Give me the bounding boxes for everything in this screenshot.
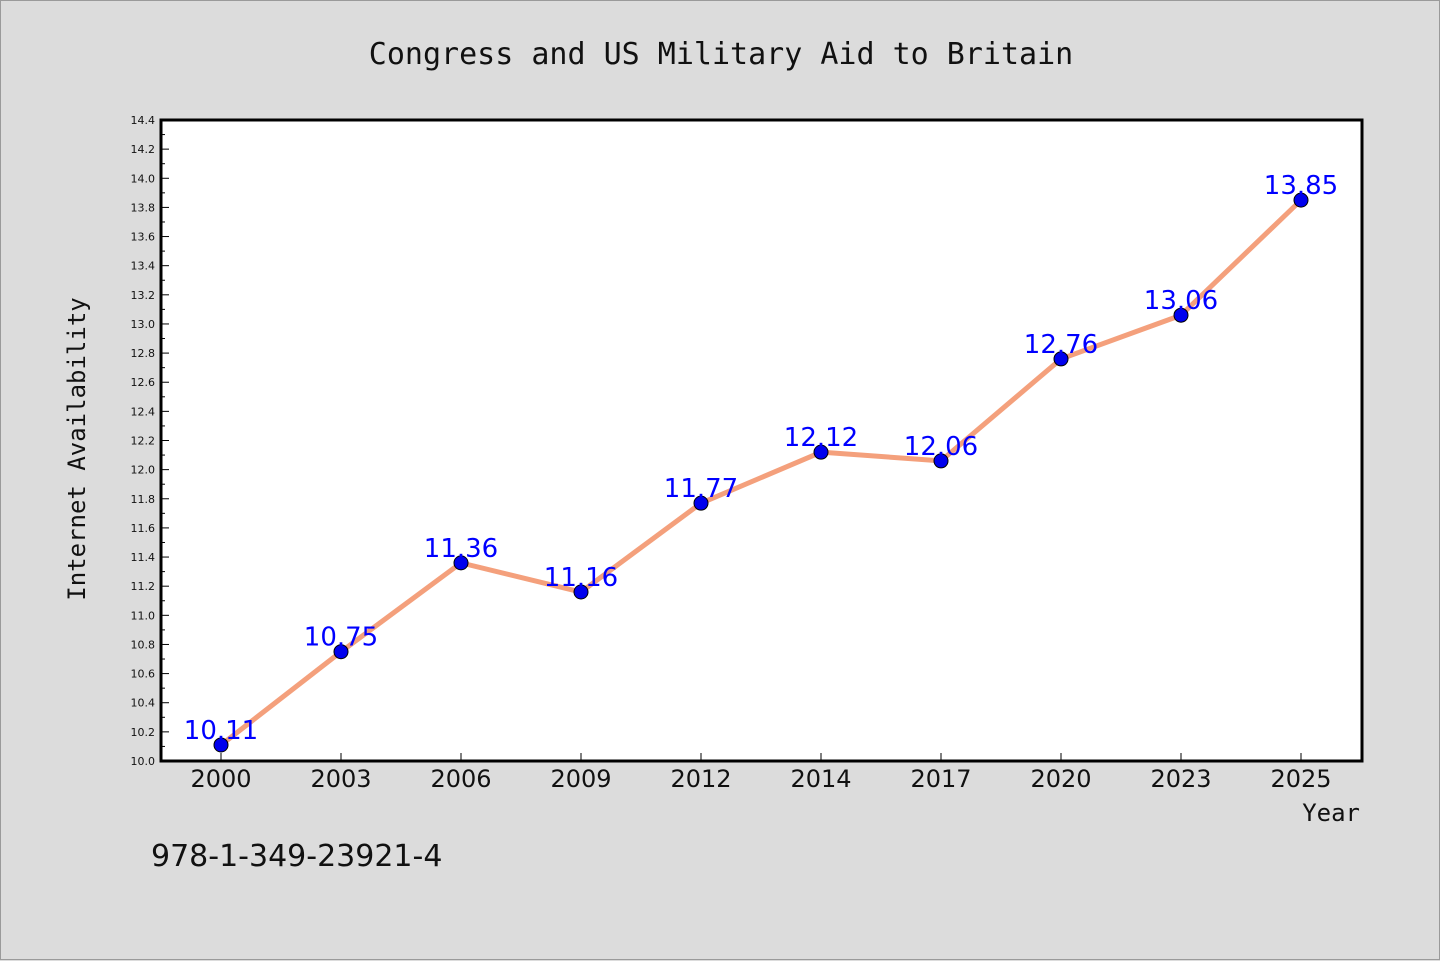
x-tick-label: 2025 — [1270, 765, 1331, 793]
y-tick-label: 10.4 — [131, 697, 156, 710]
data-point-marker — [813, 444, 829, 460]
series-line — [218, 197, 1304, 748]
x-tick-label: 2003 — [310, 765, 371, 793]
x-axis-label: Year — [1302, 799, 1360, 827]
x-tick-label: 2012 — [670, 765, 731, 793]
data-point-marker — [333, 644, 349, 660]
x-tick-label: 2009 — [550, 765, 611, 793]
y-tick-label: 13.2 — [131, 289, 156, 302]
y-tick-label: 13.4 — [131, 260, 156, 273]
data-point-marker — [453, 555, 469, 571]
data-label: 11.36 — [424, 534, 498, 564]
y-axis: 10.0 10.2 10.4 10.6 10.8 11.0 11.2 11.4 11.6 11.8… — [131, 114, 169, 768]
data-point-marker — [1053, 351, 1069, 367]
y-tick-label: 10.6 — [131, 668, 156, 681]
y-tick-label: 14.4 — [131, 114, 156, 127]
y-tick-label: 10.2 — [131, 726, 156, 739]
y-axis-label: Internet Availability — [63, 297, 91, 600]
y-tick-label: 11.4 — [131, 551, 156, 564]
y-tick-label: 14.0 — [131, 172, 156, 185]
marker-group — [213, 192, 1309, 753]
y-tick-label: 10.0 — [131, 755, 156, 768]
y-tick-label: 10.8 — [131, 638, 156, 651]
series-line-group — [218, 197, 1304, 748]
data-point-marker — [213, 737, 229, 753]
data-label: 10.11 — [184, 716, 258, 746]
data-point-marker — [933, 453, 949, 469]
y-tick-label: 14.2 — [131, 143, 156, 156]
data-label: 12.12 — [784, 423, 858, 453]
x-tick-label: 2006 — [430, 765, 491, 793]
y-tick-label: 12.4 — [131, 405, 156, 418]
data-point-marker — [1293, 192, 1309, 208]
data-point-marker — [1173, 307, 1189, 323]
data-label: 12.76 — [1024, 330, 1098, 360]
x-axis: 2000 2003 2006 2009 2012 2014 2017 2020 2023 2025 — [190, 753, 1332, 793]
y-tick-label: 13.0 — [131, 318, 156, 331]
y-tick-label: 11.0 — [131, 609, 156, 622]
data-point-marker — [573, 584, 589, 600]
x-tick-label: 2023 — [1150, 765, 1211, 793]
data-point-marker — [693, 495, 709, 511]
data-label-group: 10.11 10.75 11.36 11.16 11.77 12.12 12.06 12.76… — [184, 171, 1338, 746]
chart-title: Congress and US Military Aid to Britain — [369, 37, 1073, 72]
data-label: 11.77 — [664, 474, 738, 504]
y-tick-label: 12.8 — [131, 347, 156, 360]
x-tick-label: 2000 — [190, 765, 251, 793]
isbn-text: 978-1-349-23921-4 — [151, 839, 442, 874]
x-tick-label: 2017 — [910, 765, 971, 793]
data-label: 11.16 — [544, 563, 618, 593]
y-tick-label: 11.6 — [131, 522, 156, 535]
plot-area — [159, 118, 1364, 763]
y-tick-label: 12.6 — [131, 376, 156, 389]
data-label: 13.06 — [1144, 286, 1218, 316]
y-tick-label: 13.6 — [131, 231, 156, 244]
data-label: 10.75 — [304, 623, 378, 653]
data-label: 12.06 — [904, 432, 978, 462]
data-label: 13.85 — [1264, 171, 1338, 201]
y-tick-label: 12.0 — [131, 464, 156, 477]
y-tick-label: 11.8 — [131, 493, 156, 506]
x-tick-label: 2020 — [1030, 765, 1091, 793]
y-tick-label: 11.2 — [131, 580, 156, 593]
x-tick-label: 2014 — [790, 765, 851, 793]
y-tick-label: 12.2 — [131, 435, 156, 448]
y-tick-label: 13.8 — [131, 201, 156, 214]
